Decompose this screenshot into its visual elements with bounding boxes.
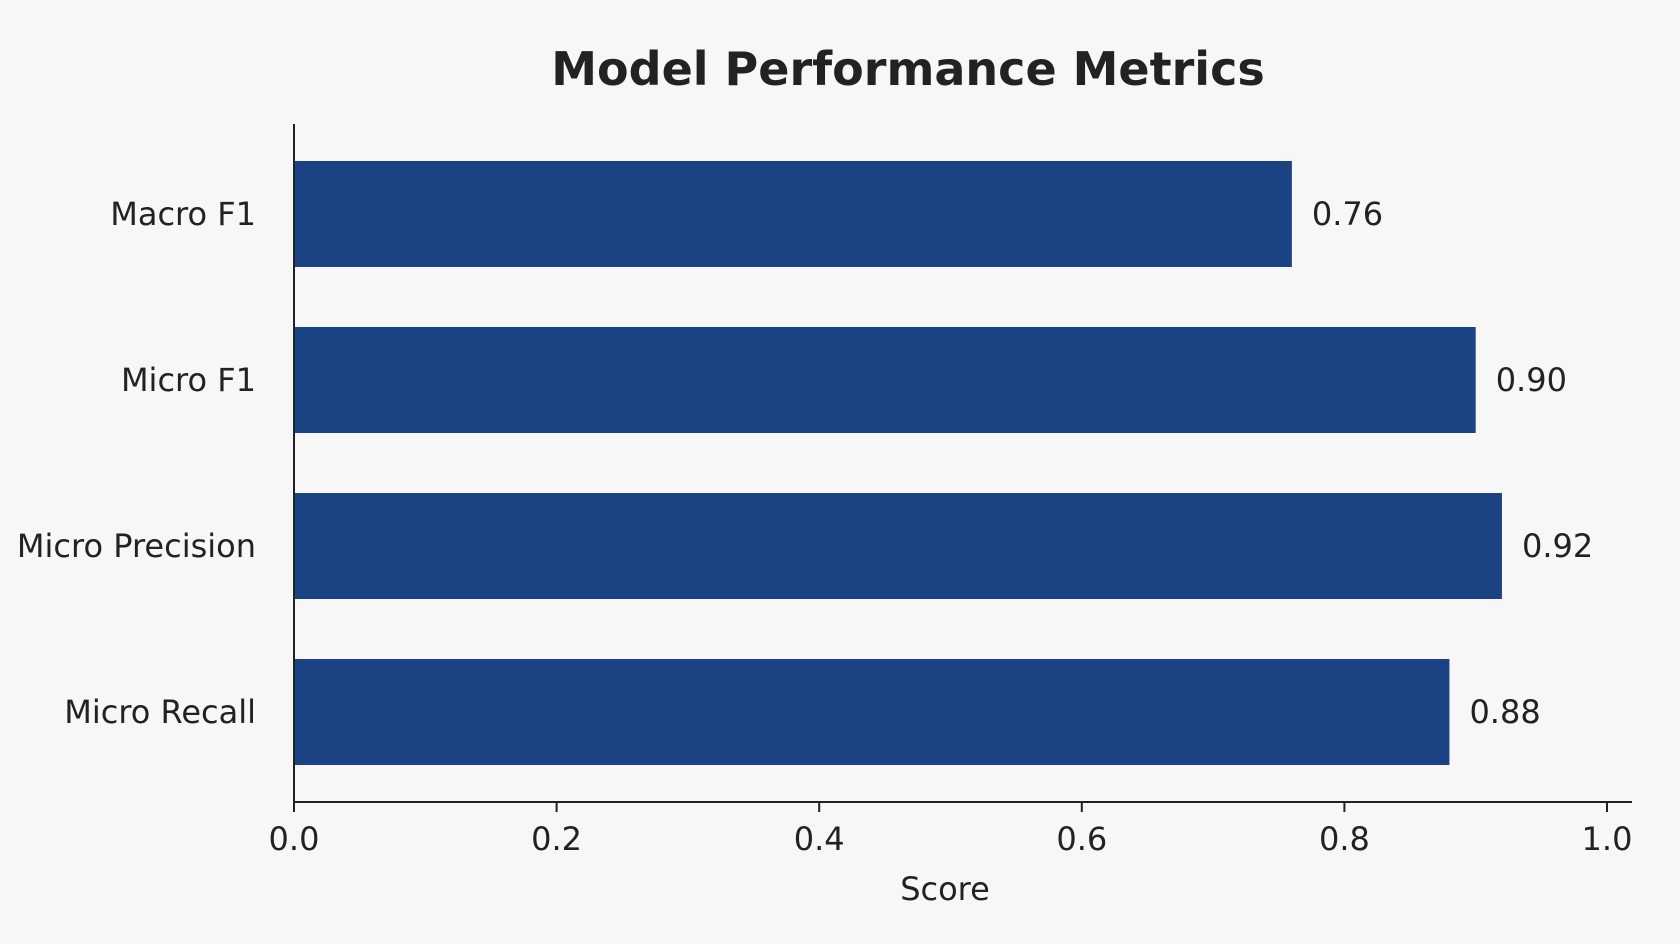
bar-micro-precision [294, 493, 1502, 599]
value-labels: 0.76 0.90 0.92 0.88 [1312, 195, 1593, 731]
x-tick-label: 0.2 [531, 820, 582, 858]
x-tick-label: 0.8 [1319, 820, 1370, 858]
category-label: Micro Precision [17, 527, 256, 565]
category-label: Macro F1 [110, 195, 256, 233]
value-label: 0.88 [1469, 693, 1540, 731]
x-tick-label: 0.4 [794, 820, 845, 858]
bar-micro-f1 [294, 327, 1476, 433]
bar-macro-f1 [294, 161, 1292, 267]
category-labels: Macro F1 Micro F1 Micro Precision Micro Rec… [17, 195, 256, 731]
bars-layer [294, 161, 1502, 765]
value-label: 0.76 [1312, 195, 1383, 233]
category-label: Micro F1 [121, 361, 256, 399]
value-label: 0.90 [1496, 361, 1567, 399]
category-label: Micro Recall [64, 693, 256, 731]
value-label: 0.92 [1522, 527, 1593, 565]
x-tick-label: 1.0 [1582, 820, 1633, 858]
x-tick-label: 0.0 [269, 820, 320, 858]
x-axis-label: Score [900, 870, 990, 908]
chart-title: Model Performance Metrics [551, 42, 1264, 96]
x-axis-ticks: 0.0 0.2 0.4 0.6 0.8 1.0 [269, 802, 1633, 858]
bar-micro-recall [294, 659, 1450, 765]
x-tick-label: 0.6 [1056, 820, 1107, 858]
